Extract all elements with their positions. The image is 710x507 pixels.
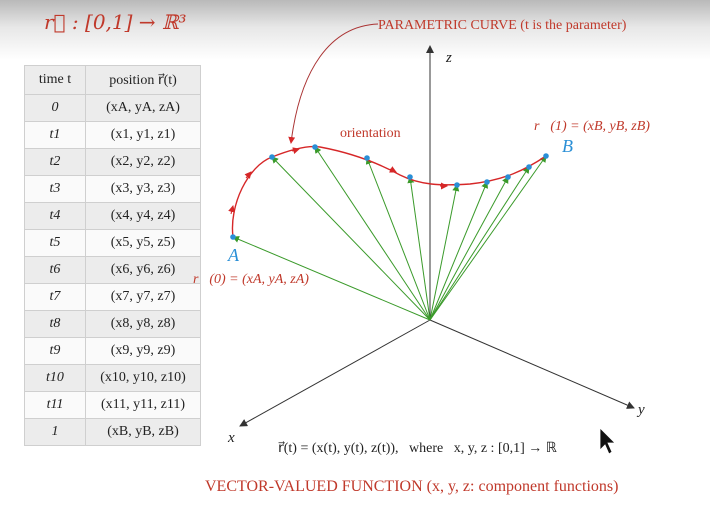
orientation-arrow — [228, 205, 235, 215]
table-row: t4 (x4, y4, z4) — [24, 202, 201, 230]
position-cell: (xA, yA, zA) — [85, 94, 201, 122]
table-row: t11 (x11, y11, z11) — [24, 391, 201, 419]
curve-point — [407, 174, 413, 180]
position-cell: (x3, y3, z3) — [85, 175, 201, 203]
position-cell: (x7, y7, z7) — [85, 283, 201, 311]
orientation-arrow — [291, 147, 300, 155]
curve-point — [543, 153, 549, 159]
position-vector — [429, 176, 509, 321]
parameter-table: time t position r⃗(t) 0 (xA, yA, zA) t1 (x1… — [24, 65, 201, 446]
curve-point — [526, 164, 532, 170]
orientation-label: orientation — [340, 126, 401, 141]
time-cell: t7 — [24, 283, 86, 311]
position-vector — [314, 146, 431, 321]
time-cell: t1 — [24, 121, 86, 149]
curve-point — [484, 179, 490, 185]
table-row: t3 (x3, y3, z3) — [24, 175, 201, 203]
position-cell: (x8, y8, z8) — [85, 310, 201, 338]
point-b-label: B — [562, 136, 573, 156]
time-cell: t4 — [24, 202, 86, 230]
time-cell: t11 — [24, 391, 86, 419]
y-axis-label: y — [636, 402, 645, 418]
header-time: time t — [24, 65, 86, 95]
x-axis — [239, 319, 431, 427]
r1-label: r⃗(1) = (xB, yB, zB) — [534, 119, 650, 134]
time-cell: t5 — [24, 229, 86, 257]
position-vector — [429, 155, 547, 321]
position-cell: (x4, y4, z4) — [85, 202, 201, 230]
time-cell: 1 — [24, 418, 86, 446]
parametric-curve — [231, 145, 547, 238]
position-vector — [429, 184, 460, 321]
curve-points — [230, 144, 549, 240]
y-axis — [429, 319, 635, 409]
table-row: t7 (x7, y7, z7) — [24, 283, 201, 311]
position-vector — [429, 166, 530, 321]
position-cell: (xB, yB, zB) — [85, 418, 201, 446]
time-cell: t6 — [24, 256, 86, 284]
curve-point — [364, 155, 370, 161]
table-row: t6 (x6, y6, z6) — [24, 256, 201, 284]
position-cell: (x1, y1, z1) — [85, 121, 201, 149]
table-row: t8 (x8, y8, z8) — [24, 310, 201, 338]
position-vectors — [232, 146, 547, 321]
point-a-label: A — [227, 245, 240, 265]
x-axis-label: x — [227, 430, 235, 446]
table-row: t5 (x5, y5, z5) — [24, 229, 201, 257]
position-cell: (x10, y10, z10) — [85, 364, 201, 392]
table-row: t10 (x10, y10, z10) — [24, 364, 201, 392]
curve-point — [230, 234, 236, 240]
curve-point — [454, 182, 460, 188]
time-cell: t10 — [24, 364, 86, 392]
curve-label: PARAMETRIC CURVE (t is the parameter) — [378, 18, 627, 33]
position-cell: (x5, y5, z5) — [85, 229, 201, 257]
table-row: t1 (x1, y1, z1) — [24, 121, 201, 149]
table-header-row: time t position r⃗(t) — [24, 65, 201, 95]
position-vector — [365, 157, 431, 321]
curve-callout-arrow — [288, 23, 379, 144]
bottom-caption: VECTOR-VALUED FUNCTION (x, y, z: compone… — [205, 478, 618, 495]
domain-title: r⃗ : [0,1] → ℝ³ — [44, 10, 187, 34]
curve-point — [312, 144, 318, 150]
position-vector — [232, 236, 431, 321]
table-row: t2 (x2, y2, z2) — [24, 148, 201, 176]
position-cell: (x6, y6, z6) — [85, 256, 201, 284]
z-axis-label: z — [445, 50, 452, 66]
top-shade — [0, 0, 710, 60]
position-cell: (x2, y2, z2) — [85, 148, 201, 176]
orientation-arrows — [228, 147, 448, 215]
r0-label: r⃗(0) = (xA, yA, zA) — [193, 272, 309, 287]
curve-point — [269, 154, 275, 160]
table-row: 1 (xB, yB, zB) — [24, 418, 201, 446]
time-cell: t2 — [24, 148, 86, 176]
position-vector — [429, 181, 488, 321]
time-cell: t8 — [24, 310, 86, 338]
time-cell: 0 — [24, 94, 86, 122]
header-position: position r⃗(t) — [85, 65, 201, 95]
curve-point — [505, 174, 511, 180]
position-cell: (x9, y9, z9) — [85, 337, 201, 365]
position-vector — [407, 176, 431, 321]
orientation-arrow — [244, 171, 252, 179]
position-cell: (x11, y11, z11) — [85, 391, 201, 419]
table-row: 0 (xA, yA, zA) — [24, 94, 201, 122]
mouse-cursor-icon — [599, 427, 616, 455]
position-vector — [271, 156, 431, 321]
orientation-arrow — [389, 166, 397, 173]
formula-text: r⃗(t) = (x(t), y(t), z(t)), where x, y, … — [278, 441, 557, 456]
